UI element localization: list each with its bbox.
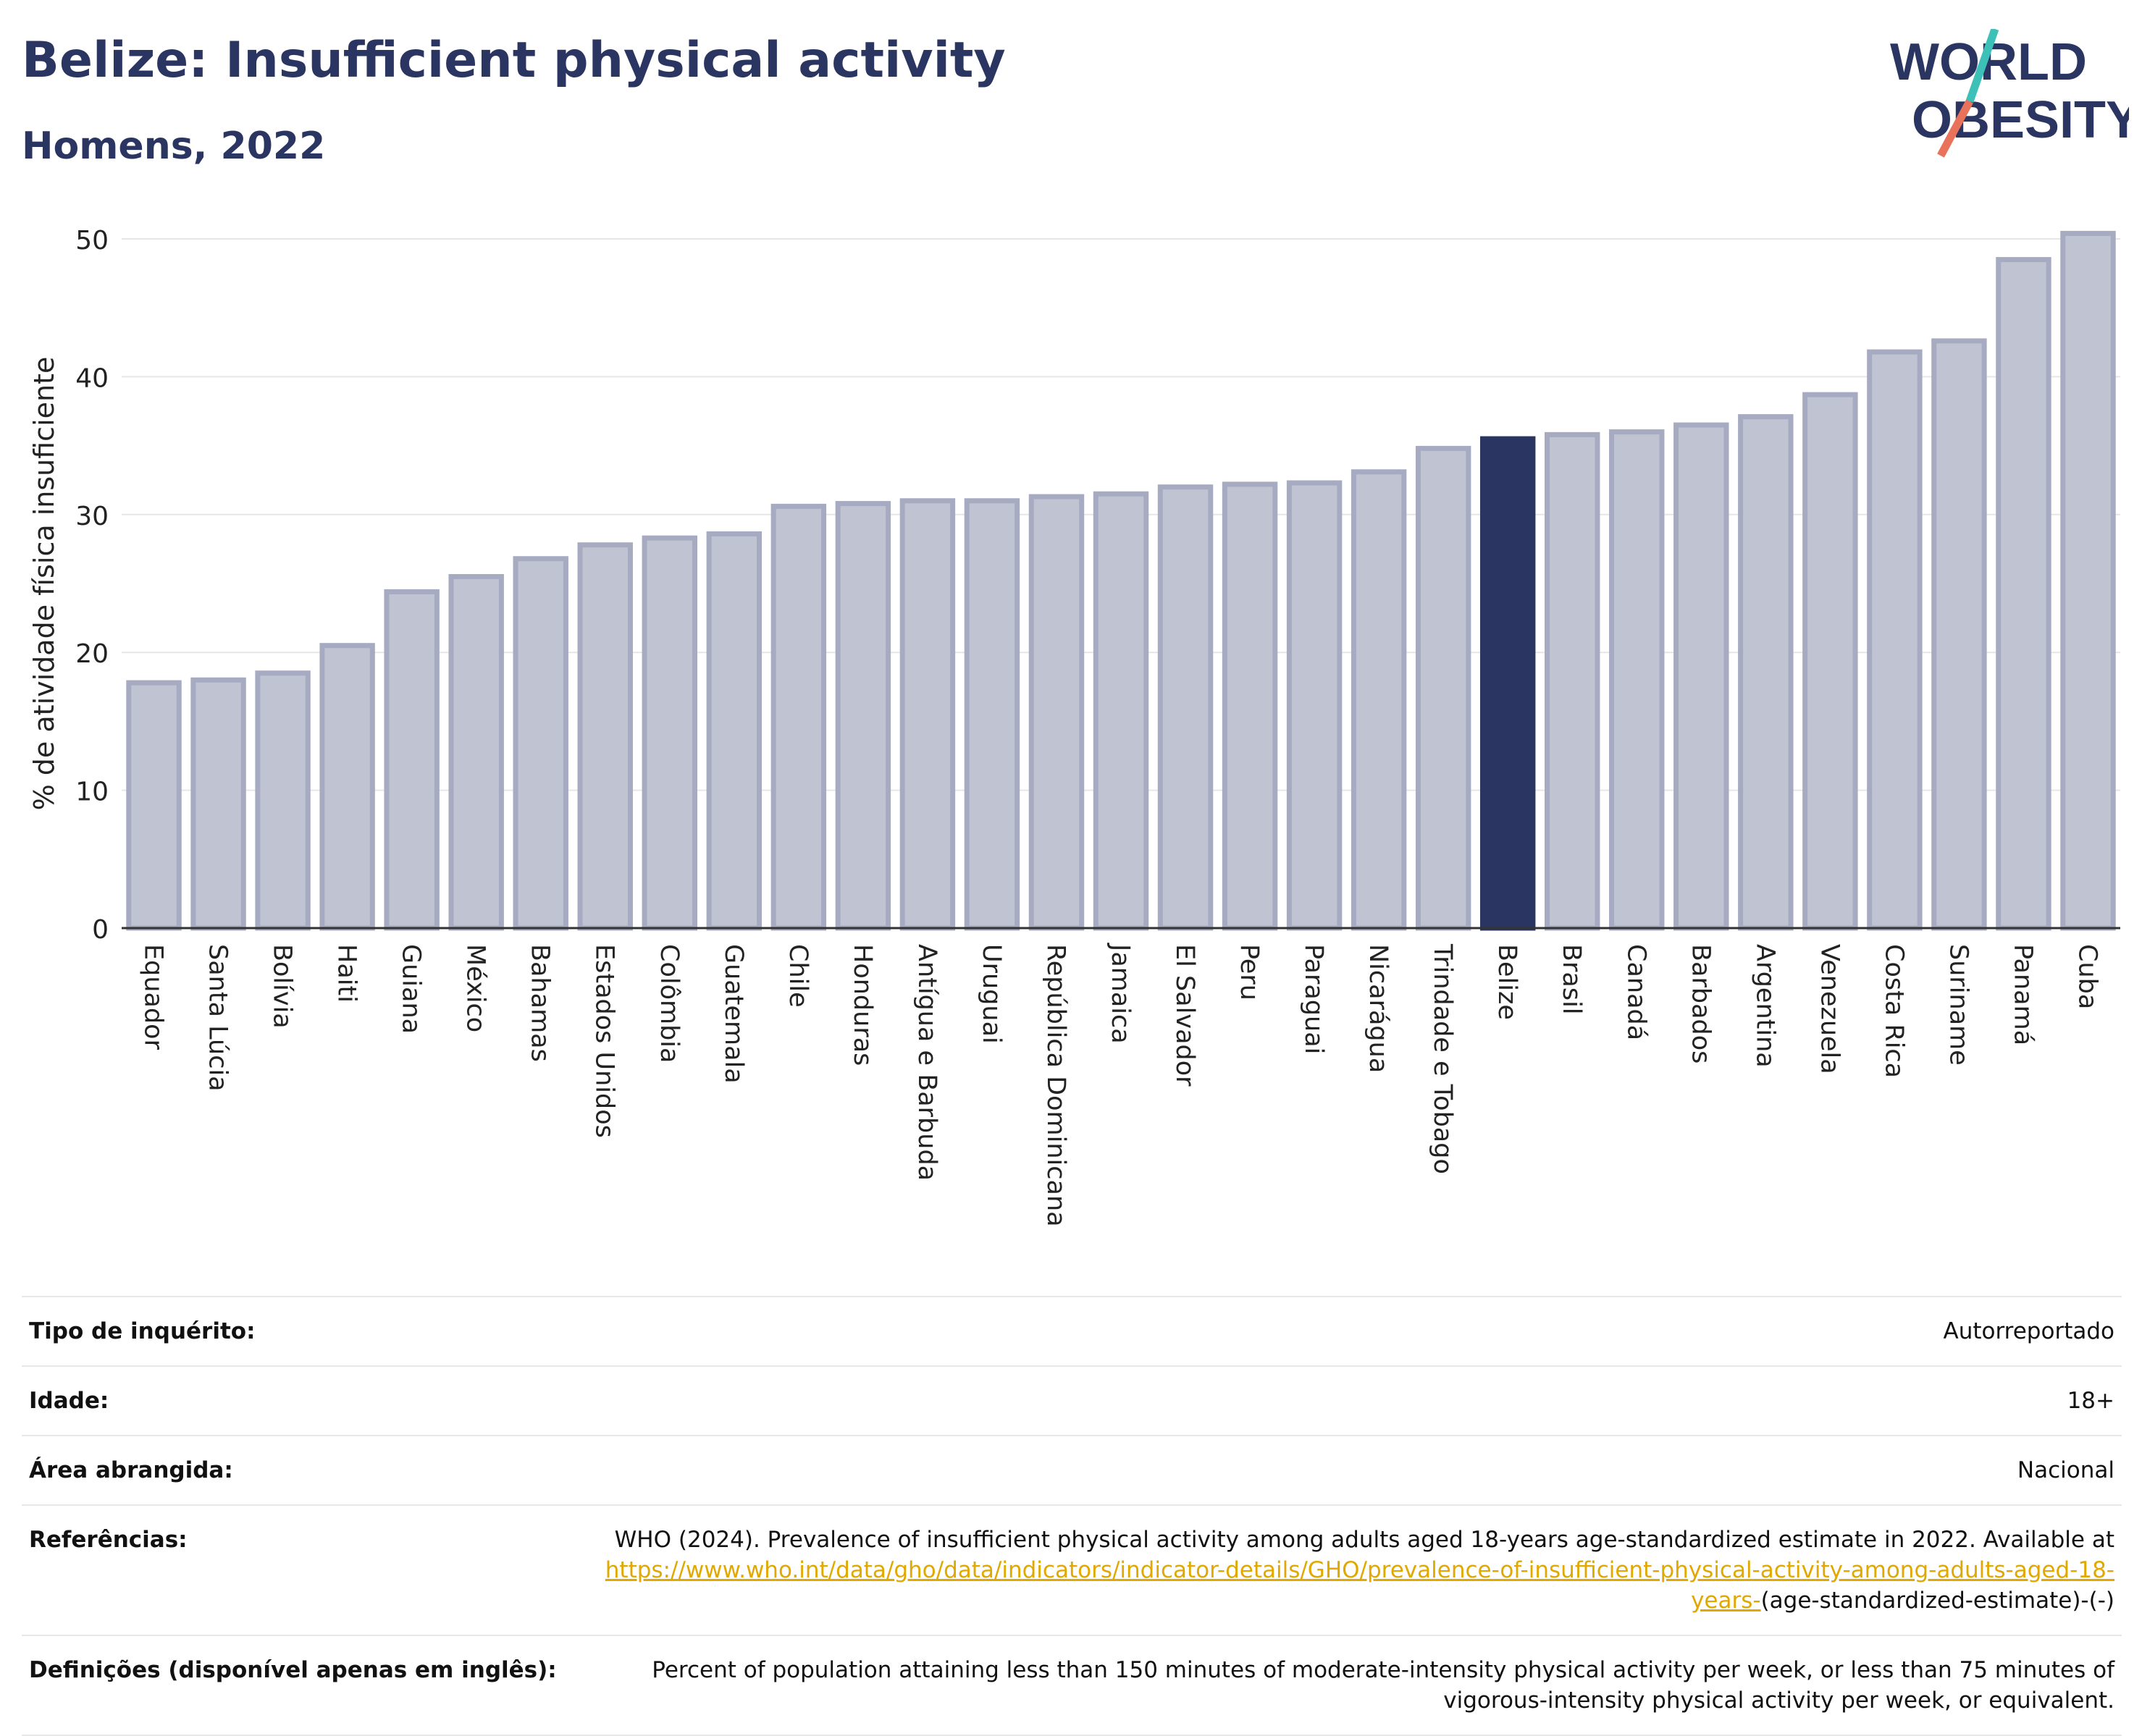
meta-value-area: Nacional [587,1435,2122,1505]
bar-equador [126,680,182,931]
meta-label-survey: Tipo de inquérito: [22,1296,587,1366]
x-tick-label: Suriname [1944,944,1973,1066]
bar-canad- [1609,429,1665,931]
x-tick-label: Venezuela [1815,944,1844,1074]
metadata-table: Tipo de inquérito: Autorreportado Idade:… [22,1296,2122,1736]
bar-brasil [1545,431,1600,931]
y-tick-label: 0 [92,915,109,945]
y-tick-label: 10 [75,778,109,807]
chart-title: Belize: Insufficient physical activity [22,32,1006,89]
bar-ant-gua-e-barbuda [899,498,956,931]
meta-value-references: WHO (2024). Prevalence of insufficient p… [587,1504,2122,1635]
bar-argentina [1738,414,1794,931]
x-tick-label: Paraguai [1299,944,1328,1054]
bar-uruguai [964,498,1020,931]
x-axis-labels: Equador Santa Lúcia Bolívia Haiti Guiana Méxi… [139,943,2102,1227]
x-tick-label: Antígua e Barbuda [912,944,941,1181]
x-tick-label: Belize [1492,944,1521,1020]
bar-rep-blica-dominicana [1028,494,1085,931]
meta-row-age: Idade: 18+ [22,1365,2122,1436]
x-tick-label: Barbados [1686,944,1715,1063]
y-axis-label: % de atividade física insuficiente [28,357,60,811]
meta-label-area: Área abrangida: [22,1435,587,1505]
meta-row-references: Referências: WHO (2024). Prevalence of i… [22,1504,2122,1635]
bar-paraguai [1286,480,1343,931]
reference-link[interactable]: https://www.who.int/data/gho/data/indica… [605,1557,2114,1614]
y-tick-label: 30 [75,502,109,531]
x-tick-label: Equador [139,944,168,1050]
bar-peru [1222,481,1278,931]
meta-row-area: Área abrangida: Nacional [22,1435,2122,1505]
x-tick-label: Guiana [397,944,426,1034]
bar-m-xico [448,573,504,931]
x-tick-label: Argentina [1750,944,1779,1068]
logo-slash-coral [1937,99,1973,158]
world-obesity-logo: WORLD OBESITY [1890,29,2129,158]
y-tick-label: 20 [75,639,109,669]
bar-barbados [1673,422,1729,931]
bar-haiti [319,643,375,931]
x-tick-label: Bolívia [268,944,297,1029]
x-tick-label: Nicarágua [1364,944,1393,1073]
x-tick-label: Honduras [848,944,877,1066]
bar-estados-unidos [577,542,633,931]
bar-bol-via [255,670,311,931]
x-tick-label: Santa Lúcia [203,944,232,1092]
bar-bahamas [513,556,568,931]
x-tick-label: Cuba [2072,944,2101,1009]
meta-label-definitions: Definições (disponível apenas em inglês)… [22,1635,587,1736]
y-tick-label: 40 [75,363,109,393]
bar-panam- [1996,257,2051,931]
x-tick-label: Peru [1235,944,1264,1000]
bar-suriname [1931,338,1987,931]
x-tick-label: República Dominicana [1041,944,1070,1227]
meta-label-references: Referências: [22,1504,587,1635]
bar-guatemala [706,531,763,931]
bar-honduras [835,501,891,931]
meta-row-definitions: Definições (disponível apenas em inglês)… [22,1635,2122,1736]
bar-chile [770,503,827,931]
bar-chart: 0 10 20 30 40 50 % de atividade física insufi… [28,226,2120,1227]
x-tick-label: Bahamas [526,944,555,1062]
bar-col-mbia [642,535,697,931]
logo-slash-teal [1965,29,1999,103]
meta-value-survey: Autorreportado [587,1296,2122,1366]
x-tick-label: México [461,944,490,1032]
meta-label-age: Idade: [22,1365,587,1436]
bar-cuba [2060,230,2116,931]
x-tick-label: El Salvador [1170,944,1199,1087]
x-tick-label: Haiti [332,944,361,1003]
chart-subtitle: Homens, 2022 [22,125,326,168]
x-tick-label: Costa Rica [1879,944,1908,1078]
bars [126,230,2116,931]
bar-santa-l-cia [190,677,246,931]
bar-guiana [384,589,440,931]
bar-trindade-e-tobago [1415,445,1471,931]
x-tick-label: Uruguai [977,944,1006,1044]
bar-el-salvador [1157,484,1214,931]
y-axis-ticks: 0 10 20 30 40 50 [75,226,109,945]
x-tick-label: Chile [784,944,812,1008]
y-tick-label: 50 [75,226,109,256]
reference-tail: (age-standardized-estimate)-(-) [1760,1588,2114,1614]
meta-row-survey: Tipo de inquérito: Autorreportado [22,1296,2122,1366]
bar-belize [1479,436,1536,931]
x-tick-label: Jamaica [1106,943,1135,1044]
bar-jamaica [1093,491,1149,931]
x-tick-label: Canadá [1621,944,1650,1040]
meta-value-age: 18+ [587,1365,2122,1436]
x-tick-label: Estados Unidos [590,944,619,1138]
x-tick-label: Trindade e Tobago [1428,943,1457,1174]
x-tick-label: Brasil [1557,944,1586,1015]
bar-costa-rica [1867,349,1923,931]
bar-nicar-gua [1351,469,1407,931]
reference-text: WHO (2024). Prevalence of insufficient p… [614,1527,2114,1553]
x-tick-label: Panamá [2008,944,2037,1045]
x-tick-label: Guatemala [719,944,748,1084]
x-tick-label: Colômbia [655,944,684,1063]
bar-venezuela [1802,392,1858,931]
meta-value-definitions: Percent of population attaining less tha… [587,1635,2122,1736]
